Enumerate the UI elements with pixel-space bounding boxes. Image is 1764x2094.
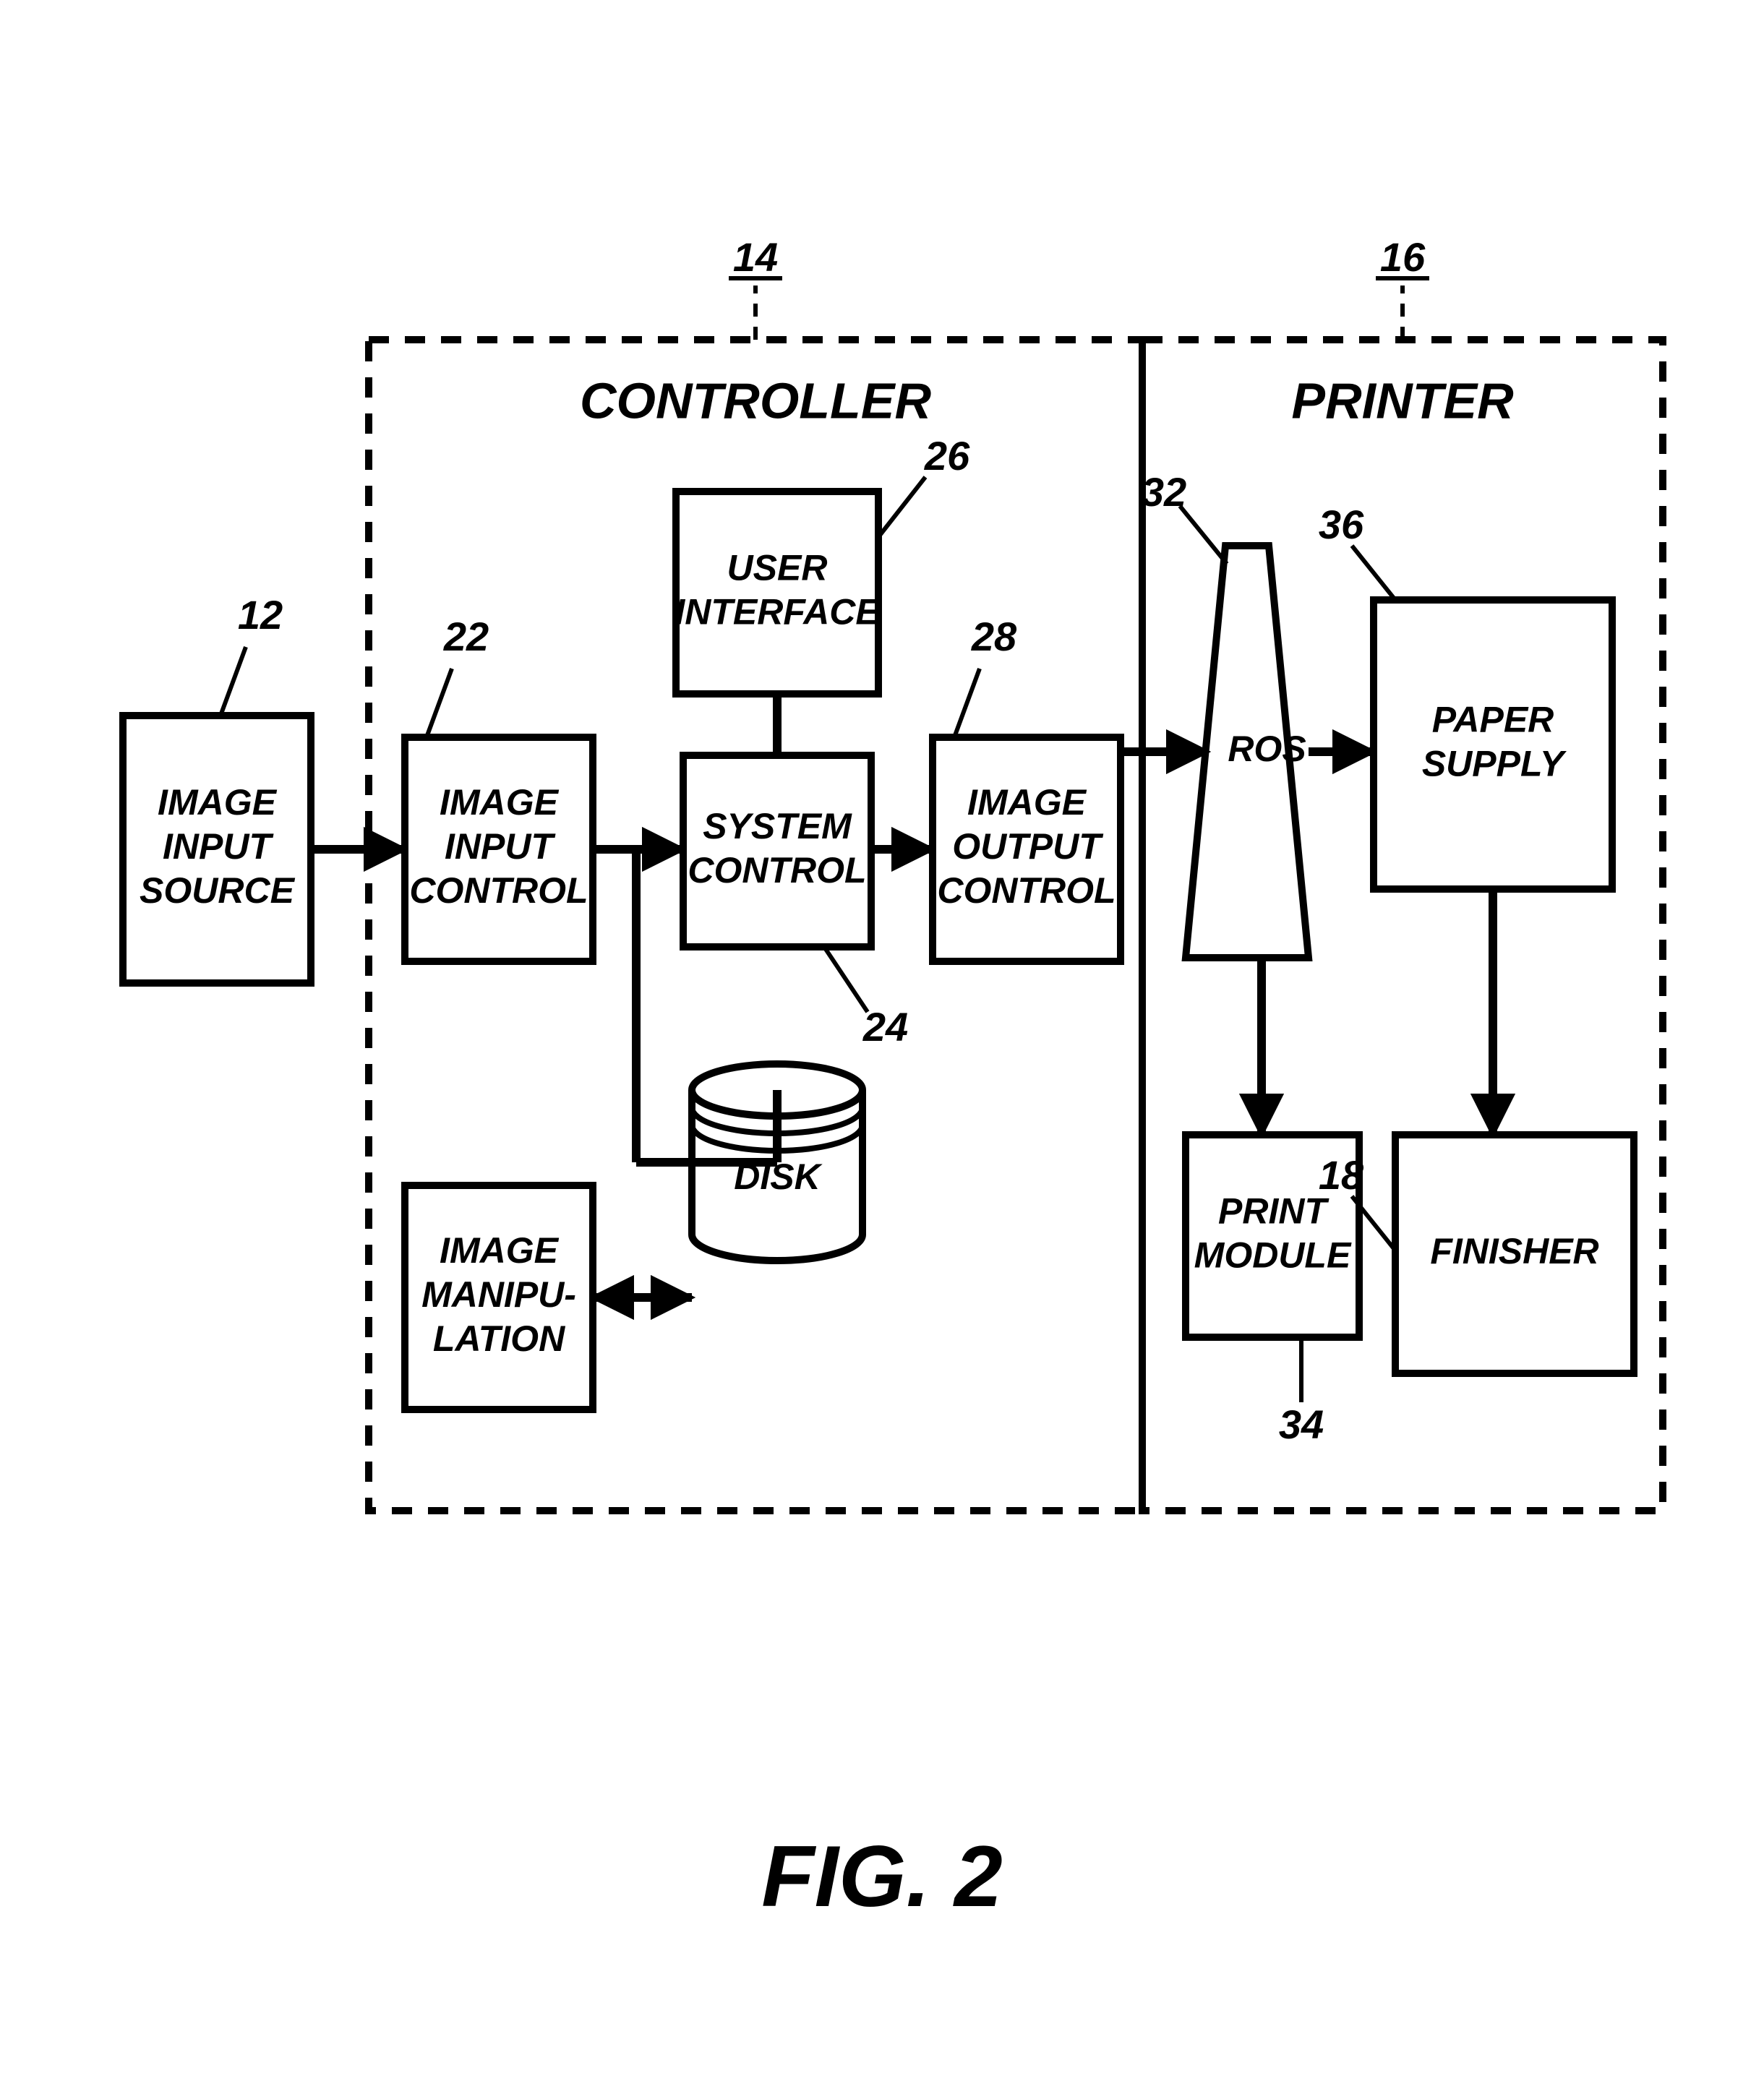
refnum-24: 24 bbox=[862, 1004, 908, 1050]
user_interface-label: INTERFACE bbox=[675, 592, 881, 632]
paper_supply-label: SUPPLY bbox=[1422, 744, 1567, 784]
image_input_source-label: INPUT bbox=[163, 826, 274, 867]
refnum-12: 12 bbox=[238, 592, 283, 638]
refnum-16: 16 bbox=[1380, 234, 1426, 280]
refnum-28: 28 bbox=[971, 614, 1017, 659]
image_input_control-label: INPUT bbox=[445, 826, 556, 867]
refnum-32: 32 bbox=[1142, 469, 1186, 515]
ros-label: ROS bbox=[1228, 729, 1306, 769]
image_manipulation-label: MANIPU- bbox=[421, 1274, 576, 1315]
refnum-18: 18 bbox=[1319, 1152, 1364, 1198]
print_module-label: MODULE bbox=[1194, 1235, 1352, 1276]
print_module-label: PRINT bbox=[1218, 1191, 1330, 1232]
image_output_control-label: OUTPUT bbox=[952, 826, 1104, 867]
svg-text:PRINTER: PRINTER bbox=[1291, 372, 1514, 429]
finisher-label: FINISHER bbox=[1430, 1231, 1598, 1271]
image_output_control-label: CONTROL bbox=[937, 870, 1116, 911]
svg-text:CONTROLLER: CONTROLLER bbox=[580, 372, 932, 429]
system_control-label: CONTROL bbox=[688, 850, 866, 891]
image_input_control-label: IMAGE bbox=[440, 782, 560, 823]
image_manipulation-label: LATION bbox=[433, 1318, 565, 1359]
refnum-14: 14 bbox=[733, 234, 778, 280]
leader-ld-12 bbox=[220, 647, 246, 716]
refnum-34: 34 bbox=[1279, 1402, 1324, 1447]
leader-ld-22 bbox=[427, 669, 452, 737]
leader-ld-36 bbox=[1352, 546, 1395, 600]
image_manipulation-label: IMAGE bbox=[440, 1230, 560, 1271]
image_output_control-label: IMAGE bbox=[967, 782, 1087, 823]
leader-ld-24 bbox=[824, 947, 868, 1012]
figure-label: FIG. 2 bbox=[761, 1828, 1002, 1925]
leader-ld-26 bbox=[878, 477, 925, 537]
paper_supply-label: PAPER bbox=[1432, 700, 1554, 740]
refnum-36: 36 bbox=[1319, 502, 1364, 547]
leader-ld-28 bbox=[954, 669, 980, 737]
refnum-26: 26 bbox=[924, 433, 970, 479]
refnum-22: 22 bbox=[443, 614, 489, 659]
image_input_source-label: IMAGE bbox=[158, 782, 278, 823]
image_input_control-label: CONTROL bbox=[409, 870, 588, 911]
leader-ld-32 bbox=[1180, 506, 1227, 564]
system_control-label: SYSTEM bbox=[703, 806, 852, 846]
user_interface-label: USER bbox=[727, 548, 828, 588]
image_input_source-label: SOURCE bbox=[140, 870, 296, 911]
